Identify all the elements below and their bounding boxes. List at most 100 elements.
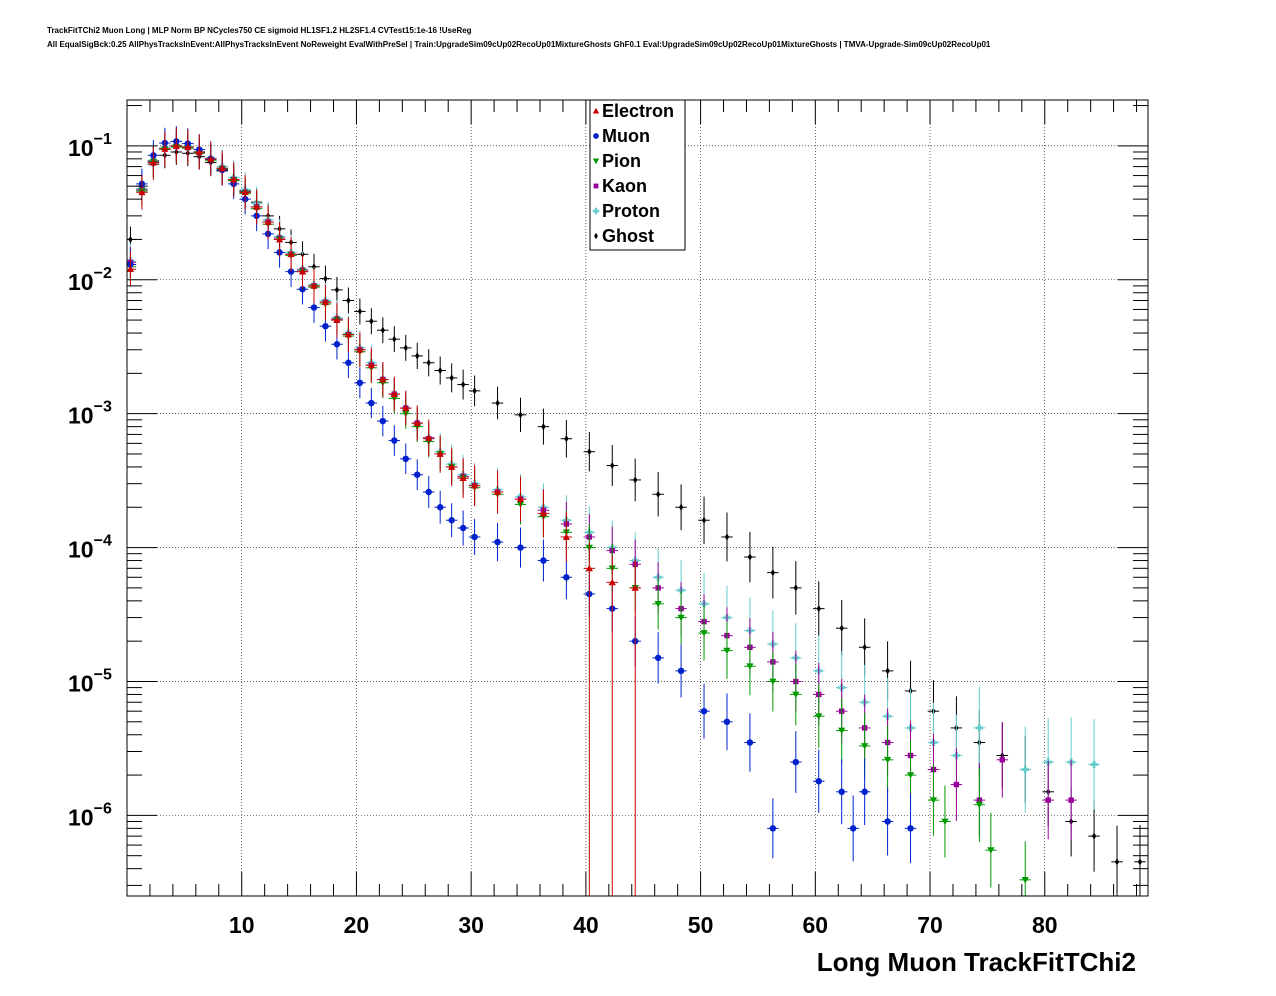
data-point (723, 647, 731, 655)
data-point (299, 285, 306, 293)
data-point (149, 158, 157, 166)
data-point (1114, 858, 1120, 866)
data-point (448, 516, 455, 524)
y-tick-label: 10−2 (68, 265, 112, 295)
legend-marker (592, 158, 600, 165)
series-pion (127, 131, 1031, 896)
data-point (345, 359, 352, 366)
data-point (849, 825, 857, 832)
data-point (449, 374, 454, 382)
legend-box (589, 99, 686, 251)
legend-label: Pion (602, 151, 641, 171)
data-point (392, 335, 397, 343)
data-point (701, 516, 707, 524)
legend-entry-proton: Proton (592, 201, 660, 221)
data-point (230, 175, 238, 183)
data-point (815, 777, 822, 785)
data-point (334, 286, 340, 294)
legend-label: Electron (602, 101, 674, 121)
data-point (264, 218, 272, 225)
data-point (769, 825, 777, 832)
data-point (357, 307, 363, 316)
data-point (770, 569, 776, 577)
y-tick-label: 10−4 (68, 533, 112, 563)
data-point (459, 524, 467, 532)
data-point (884, 818, 891, 825)
data-point (518, 411, 523, 419)
data-point (425, 488, 432, 496)
data-point (195, 148, 203, 155)
data-point (769, 678, 777, 686)
data-point (311, 263, 317, 271)
data-point (610, 461, 615, 470)
data-point (1091, 832, 1097, 840)
data-point (608, 578, 616, 586)
data-point (564, 435, 569, 443)
data-point (975, 801, 983, 809)
legend-entry-pion: Pion (592, 151, 641, 171)
data-point (390, 390, 398, 397)
data-point (953, 781, 960, 788)
data-point (999, 757, 1006, 763)
legend-label: Proton (602, 201, 660, 221)
data-point (379, 375, 387, 383)
data-point (816, 605, 821, 613)
data-point (941, 818, 949, 826)
legend-entry-muon: Muon (593, 126, 650, 146)
data-point (1045, 797, 1051, 803)
data-point (402, 404, 410, 412)
y-tick-label: 10−6 (68, 800, 112, 830)
data-point (883, 756, 892, 764)
data-point (436, 504, 444, 511)
data-point (403, 344, 408, 352)
legend-entry-kaon: Kaon (593, 176, 647, 196)
data-point (724, 533, 730, 541)
data-point (563, 574, 570, 581)
data-point (380, 326, 385, 334)
y-tick-label: 10−3 (68, 399, 112, 429)
data-point (746, 739, 754, 746)
data-point (907, 825, 914, 832)
data-point (438, 366, 443, 375)
data-point (346, 296, 351, 305)
data-point (379, 417, 387, 425)
data-point (700, 630, 708, 637)
data-point (587, 448, 592, 456)
data-point (838, 727, 846, 735)
data-point (792, 758, 800, 766)
data-point (929, 797, 938, 804)
legend-marker (593, 183, 599, 189)
data-point (402, 455, 410, 463)
data-point (861, 743, 869, 750)
data-point (1021, 876, 1029, 884)
data-point (323, 275, 328, 283)
legend: Electron Muon Pion Kaon Proton Ghost (589, 99, 686, 251)
data-point (322, 322, 329, 330)
data-points (127, 126, 1146, 896)
data-point (975, 724, 983, 732)
data-point (987, 847, 995, 854)
data-point (654, 654, 662, 662)
data-point (677, 614, 685, 622)
data-point (184, 143, 192, 150)
data-point (161, 145, 169, 152)
data-point (472, 387, 477, 395)
data-point (494, 538, 501, 546)
legend-label: Kaon (602, 176, 647, 196)
data-point (218, 164, 226, 172)
data-point (415, 352, 420, 360)
data-point (471, 533, 478, 541)
data-point (1068, 797, 1074, 803)
data-point (517, 544, 524, 551)
data-point (493, 488, 502, 495)
x-tick-label: 40 (573, 912, 599, 938)
axis-ticks (127, 100, 1148, 896)
data-point (541, 423, 546, 431)
series-electron (127, 128, 641, 896)
data-point (862, 643, 867, 651)
x-tick-label: 80 (1032, 912, 1058, 938)
data-point (562, 533, 570, 540)
data-point (413, 419, 421, 426)
data-point (631, 584, 639, 591)
data-point (723, 718, 731, 726)
